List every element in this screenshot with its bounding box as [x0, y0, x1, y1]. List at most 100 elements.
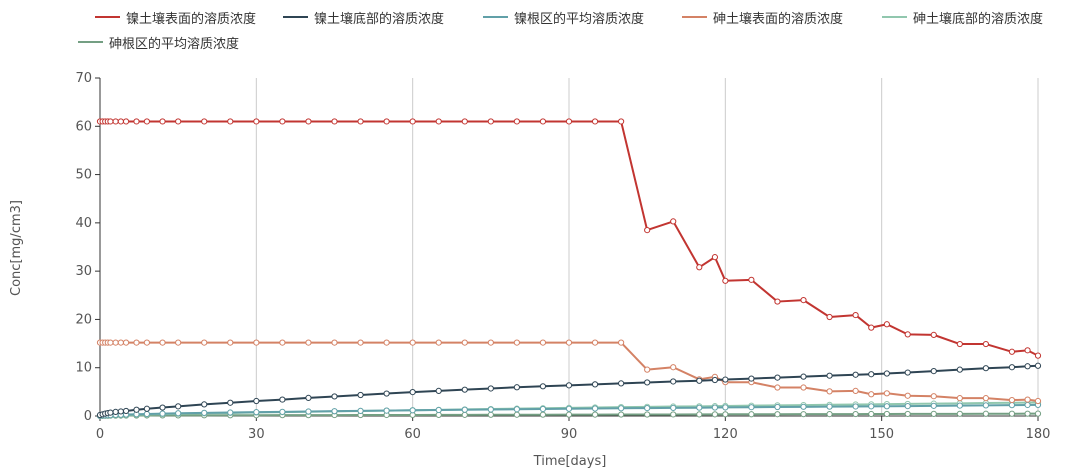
- data-point: [357, 118, 364, 125]
- data-point: [956, 402, 963, 409]
- data-point: [409, 407, 416, 414]
- data-point: [774, 374, 781, 381]
- legend-item-ni-surface[interactable]: 镍土壤表面的溶质浓度: [95, 8, 256, 27]
- data-point: [930, 393, 937, 400]
- data-point: [800, 411, 807, 418]
- data-point: [539, 339, 547, 346]
- data-point: [565, 405, 573, 412]
- data-point: [1034, 362, 1042, 369]
- data-point: [591, 381, 599, 388]
- y-tick-label: 60: [75, 119, 92, 134]
- data-point: [722, 277, 729, 284]
- data-point: [331, 393, 338, 400]
- data-point: [201, 339, 208, 346]
- data-point: [852, 403, 859, 410]
- data-point: [112, 408, 119, 415]
- data-point: [826, 388, 833, 395]
- data-point: [112, 118, 119, 125]
- data-point: [1024, 363, 1031, 370]
- data-point: [711, 404, 719, 411]
- data-point: [904, 331, 911, 338]
- legend-item-ni-root[interactable]: 镍根区的平均溶质浓度: [483, 8, 644, 27]
- data-point: [383, 390, 390, 397]
- y-tick-label: 0: [84, 409, 92, 424]
- data-point: [722, 411, 729, 418]
- data-point: [107, 409, 114, 416]
- data-point: [982, 365, 989, 372]
- legend-label: 镍土壤底部的溶质浓度: [314, 11, 445, 27]
- data-point: [868, 410, 875, 418]
- data-point: [904, 369, 911, 376]
- data-point: [1024, 347, 1031, 354]
- data-point: [487, 406, 494, 413]
- data-point: [487, 118, 494, 125]
- y-tick-label: 40: [75, 216, 92, 231]
- data-point: [253, 409, 260, 416]
- data-point: [117, 339, 124, 346]
- data-point: [982, 410, 989, 417]
- data-point: [461, 339, 468, 346]
- data-point: [357, 407, 364, 414]
- chart-legend: 镍土壤表面的溶质浓度 镍土壤底部的溶质浓度 镍根区的平均溶质浓度 砷土壤表面的溶…: [0, 0, 1070, 60]
- data-point: [618, 118, 625, 125]
- data-point: [618, 339, 625, 346]
- data-point: [253, 339, 260, 346]
- y-tick-label: 70: [75, 71, 92, 86]
- data-point: [279, 339, 286, 346]
- data-point: [227, 339, 234, 346]
- data-point: [513, 118, 520, 125]
- y-tick-label: 30: [75, 264, 92, 279]
- y-tick-label: 50: [75, 168, 92, 183]
- data-point: [930, 402, 937, 409]
- data-point: [774, 298, 781, 305]
- data-point: [748, 375, 755, 382]
- y-axis-title: Conc[mg/cm3]: [9, 200, 24, 296]
- legend-swatch: [483, 16, 508, 18]
- x-tick-label: 150: [869, 427, 894, 442]
- data-point: [644, 379, 651, 386]
- data-point: [409, 339, 416, 346]
- data-point: [1024, 401, 1031, 409]
- data-point: [591, 339, 599, 346]
- data-point: [930, 367, 937, 375]
- data-point: [644, 227, 651, 234]
- data-point: [696, 377, 703, 384]
- data-point: [175, 410, 182, 417]
- legend-item-ni-bottom[interactable]: 镍土壤底部的溶质浓度: [283, 8, 445, 27]
- data-point: [670, 378, 677, 385]
- data-point: [435, 406, 442, 414]
- series-layer: [96, 118, 1042, 420]
- data-point: [930, 410, 937, 417]
- data-point: [143, 339, 150, 346]
- y-tick-label: 10: [75, 361, 92, 376]
- data-point: [143, 410, 150, 418]
- data-point: [826, 313, 833, 321]
- legend-swatch: [882, 16, 907, 18]
- data-point: [461, 406, 468, 413]
- legend-item-as-root[interactable]: 砷根区的平均溶质浓度: [78, 33, 239, 52]
- data-point: [133, 406, 140, 413]
- legend-item-as-surface[interactable]: 砷土壤表面的溶质浓度: [682, 8, 843, 27]
- data-point: [227, 118, 234, 125]
- legend-item-as-bottom[interactable]: 砷土壤底部的溶质浓度: [882, 8, 1043, 27]
- data-point: [1008, 364, 1016, 371]
- data-point: [883, 403, 890, 410]
- data-point: [904, 392, 911, 399]
- data-point: [711, 411, 719, 418]
- legend-swatch: [95, 16, 120, 18]
- data-point: [175, 339, 182, 346]
- data-point: [435, 118, 442, 125]
- data-point: [253, 118, 260, 125]
- axes: 0 10 20 30 40 50 60 70 0 30 60 90 120 150 180: [75, 71, 1050, 442]
- data-point: [112, 339, 119, 346]
- data-point: [591, 405, 599, 412]
- data-point: [826, 403, 833, 410]
- data-point: [774, 403, 781, 411]
- data-point: [644, 411, 651, 418]
- data-point: [1008, 402, 1016, 409]
- x-tick-label: 60: [404, 427, 421, 442]
- data-point: [175, 403, 182, 410]
- data-point: [904, 410, 911, 418]
- data-point: [618, 411, 625, 418]
- data-point: [539, 411, 547, 418]
